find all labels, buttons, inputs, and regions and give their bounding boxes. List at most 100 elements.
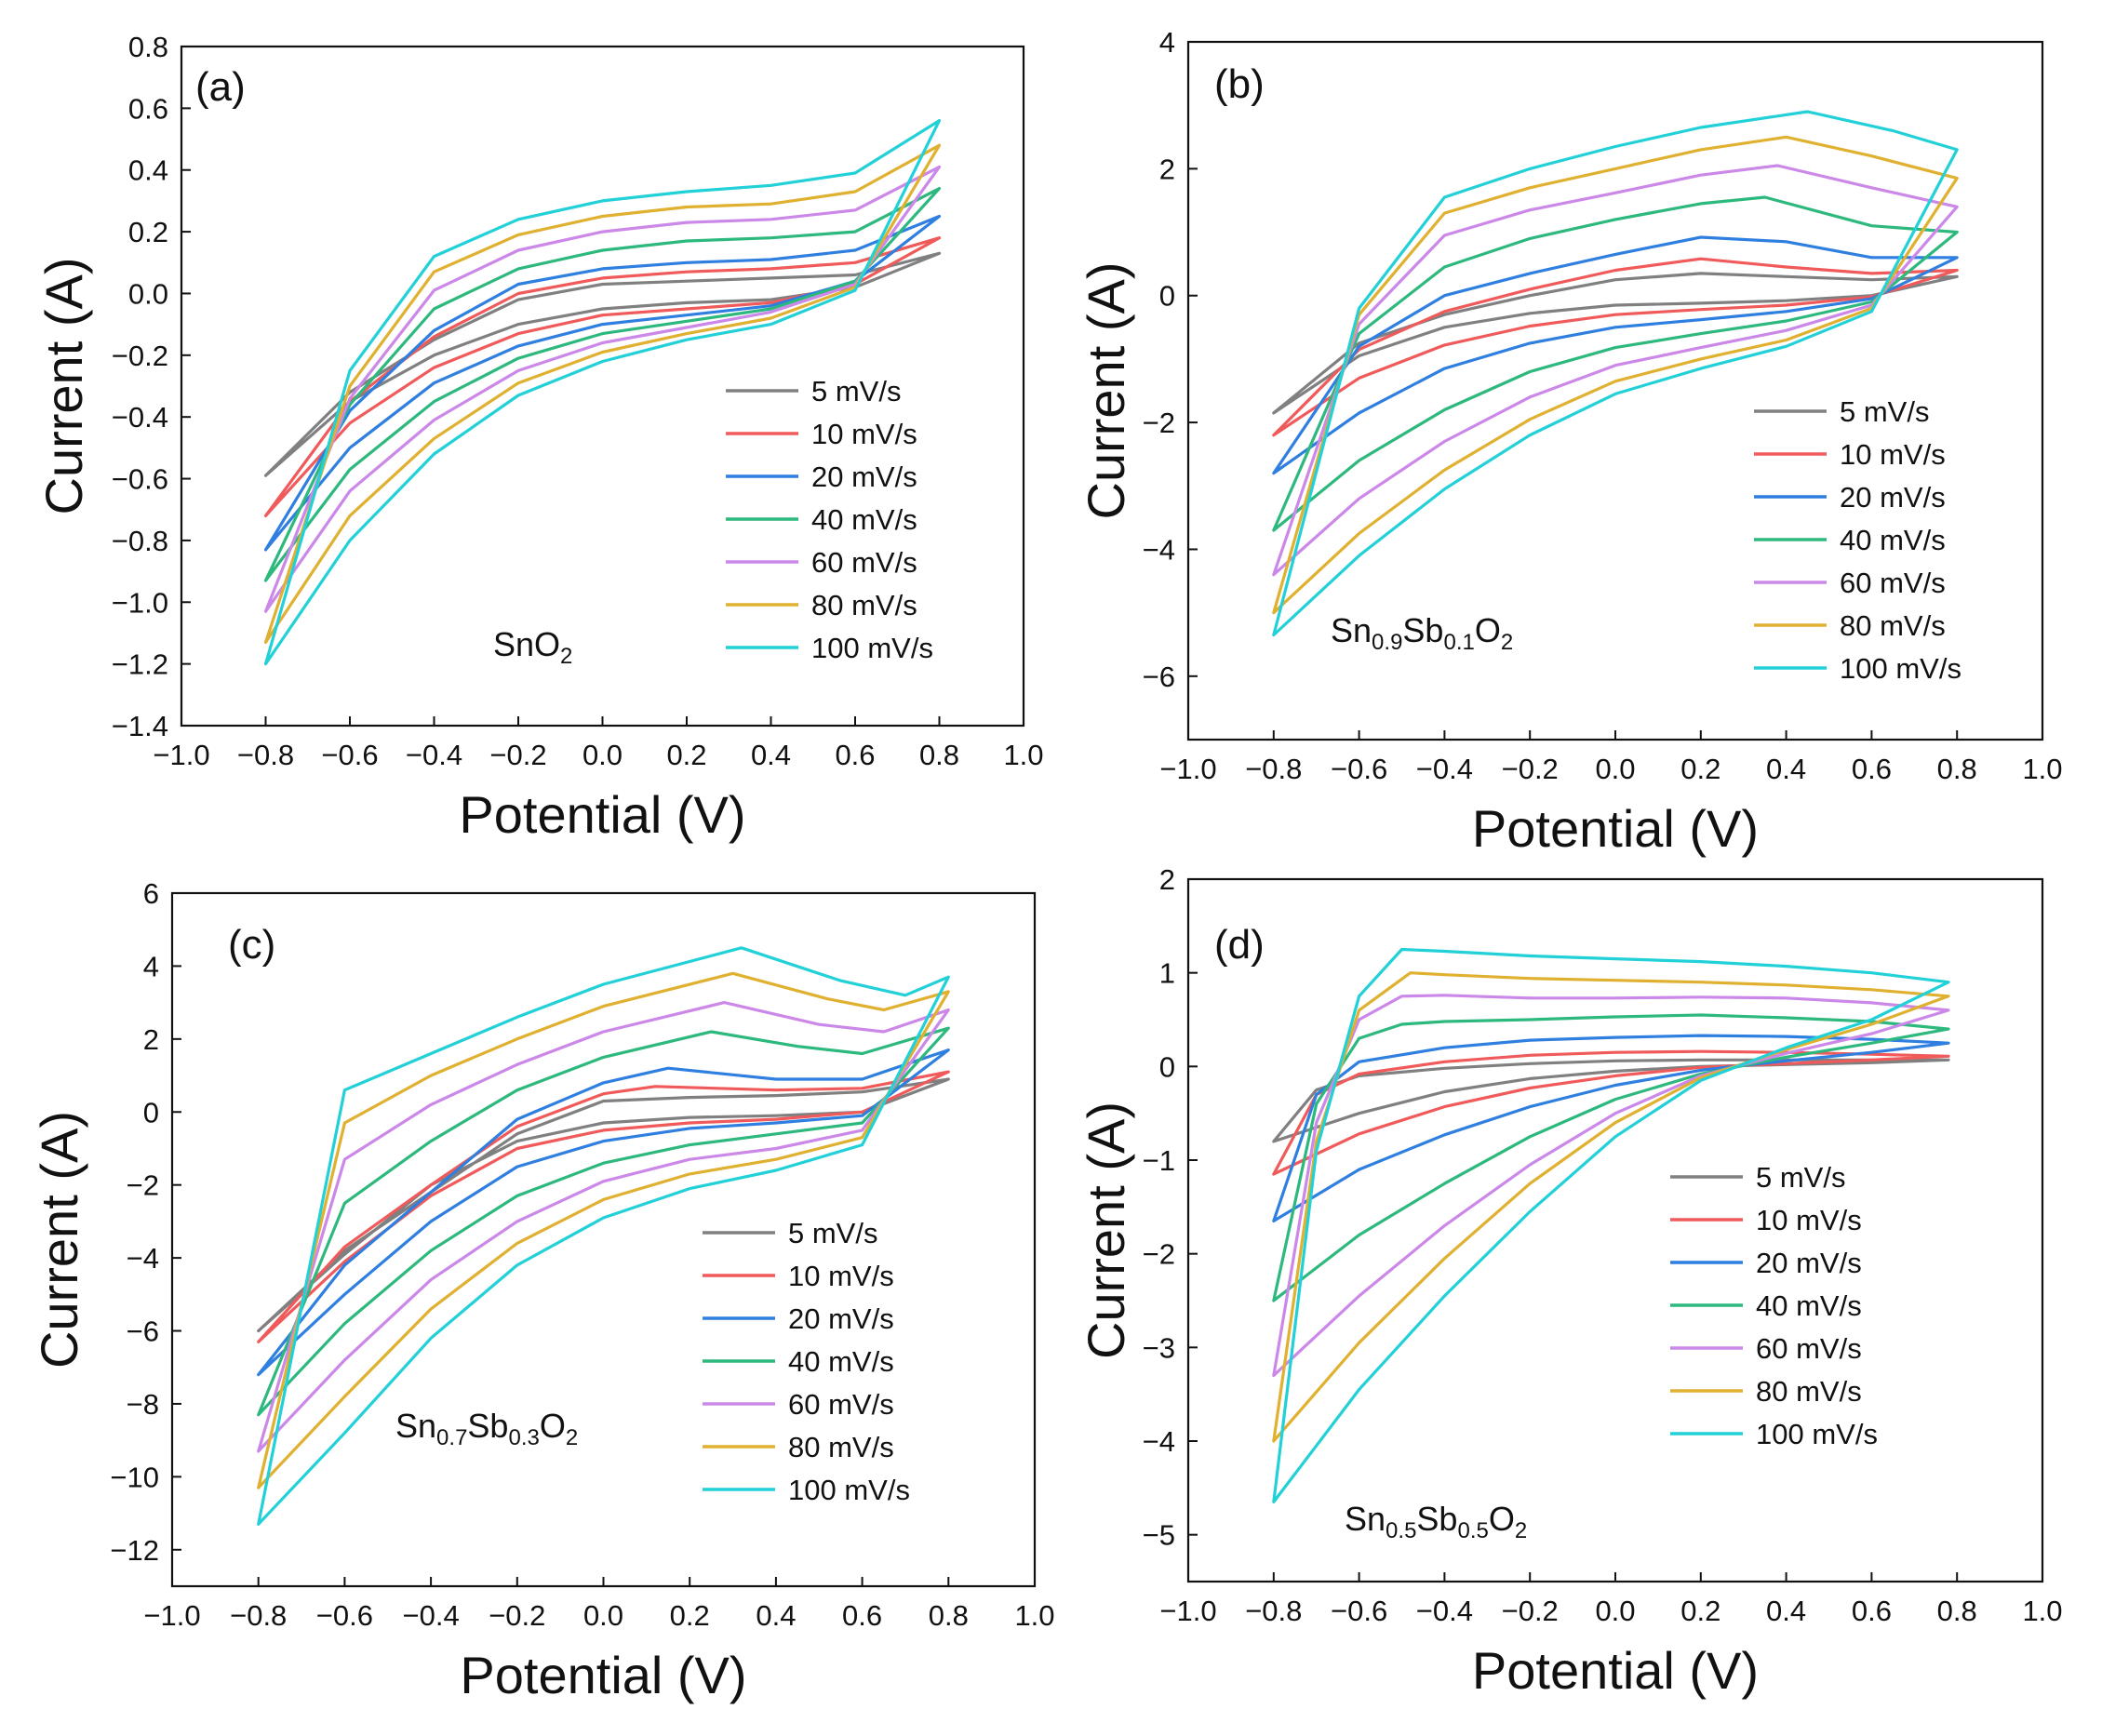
panel-label: (c) (228, 922, 275, 968)
legend-entry: 40 mV/s (1840, 524, 1946, 556)
cv-curve-80-mv-s (263, 143, 942, 644)
cv-curve-10-mv-s (263, 236, 942, 517)
cv-curve-5-mv-s (257, 1077, 950, 1333)
cv-curve-60-mv-s (263, 165, 942, 613)
y-tick-label: 0 (1159, 280, 1175, 313)
x-tick-label: 0.4 (751, 739, 791, 771)
cv-curve-60-mv-s (1272, 994, 1950, 1378)
y-tick-label: 0.4 (128, 154, 168, 187)
cv-curve-20-mv-s (257, 1048, 950, 1377)
x-tick-label: 0.8 (1937, 1595, 1977, 1627)
x-tick-label: 0.6 (1852, 1595, 1892, 1627)
legend-entry: 40 mV/s (1756, 1289, 1862, 1322)
x-tick-label: −0.2 (489, 1599, 545, 1632)
legend-entry: 80 mV/s (1756, 1375, 1862, 1408)
legend-entry: 100 mV/s (811, 632, 933, 664)
cv-curve-5-mv-s (1272, 1058, 1950, 1143)
x-tick-label: −0.4 (1416, 753, 1473, 785)
cv-curve-40-mv-s (257, 1026, 950, 1417)
cv-curve-40-mv-s (263, 187, 942, 582)
x-tick-label: −0.6 (1331, 753, 1387, 785)
cv-curve-60-mv-s (257, 1001, 950, 1453)
x-tick-label: −0.6 (321, 739, 378, 771)
y-tick-label: −1 (1143, 1144, 1175, 1177)
x-tick-label: −0.4 (1416, 1595, 1473, 1627)
cv-curve-10-mv-s (1272, 257, 1959, 437)
x-tick-label: 0.4 (1766, 753, 1806, 785)
x-tick-label: 0.6 (835, 739, 875, 771)
x-tick-label: 0.8 (929, 1599, 969, 1632)
y-tick-label: −0.2 (112, 340, 168, 372)
cv-curve-60-mv-s (1272, 164, 1959, 577)
y-tick-label: 0.2 (128, 216, 168, 248)
legend-entry: 20 mV/s (811, 461, 917, 493)
y-tick-label: −3 (1143, 1331, 1175, 1364)
y-tick-label: 0 (1159, 1050, 1175, 1083)
compound-formula: Sn0.5Sb0.5O2 (1345, 1500, 1527, 1543)
x-tick-label: 0.6 (842, 1599, 882, 1632)
y-tick-label: −4 (1143, 533, 1175, 566)
x-tick-label: −0.6 (1331, 1595, 1387, 1627)
cv-curve-20-mv-s (263, 214, 942, 552)
legend: 5 mV/s 10 mV/s 20 mV/s 40 mV/s 60 mV/s 80 mV/… (1670, 1161, 1878, 1450)
cv-curve-100-mv-s (263, 119, 942, 666)
x-tick-label: −1.0 (1159, 753, 1216, 785)
x-axis-title: Potential (V) (459, 785, 745, 844)
y-tick-label: −2 (127, 1169, 159, 1202)
legend-entry: 10 mV/s (1756, 1204, 1862, 1236)
x-tick-label: 0.0 (583, 1599, 623, 1632)
cv-curve-5-mv-s (263, 251, 942, 477)
cv-curve-20-mv-s (1272, 1034, 1950, 1222)
cv-curve-100-mv-s (257, 946, 950, 1526)
legend-entry: 20 mV/s (1756, 1247, 1862, 1279)
x-tick-label: 0.4 (756, 1599, 796, 1632)
chart-panel-b: −1.0 −0.8 −0.6 −0.4 −0.2 0.0 0.2 0.4 0.6 0.8 1.0 −6… (1077, 26, 2063, 858)
y-tick-label: −0.4 (112, 401, 168, 434)
x-tick-label: 1.0 (2022, 753, 2062, 785)
cv-curve-100-mv-s (1272, 947, 1950, 1503)
compound-formula: SnO2 (493, 625, 572, 669)
y-tick-label: −1.2 (112, 648, 168, 681)
y-tick-label: 0 (143, 1096, 159, 1128)
legend-entry: 5 mV/s (788, 1217, 877, 1249)
x-axis-title: Potential (V) (1472, 799, 1759, 858)
legend-entry: 10 mV/s (788, 1260, 894, 1292)
y-tick-label: 0.0 (128, 277, 168, 310)
cv-curve-40-mv-s (1272, 195, 1959, 532)
legend-entry: 80 mV/s (1840, 609, 1946, 642)
x-tick-label: 0.2 (666, 739, 706, 771)
x-tick-label: 0.2 (1680, 1595, 1720, 1627)
x-tick-label: 0.0 (582, 739, 623, 771)
y-tick-label: −6 (1143, 661, 1175, 693)
legend: 5 mV/s 10 mV/s 20 mV/s 40 mV/s 60 mV/s 80 mV/… (1754, 395, 1961, 685)
x-axis-title: Potential (V) (460, 1646, 746, 1704)
y-tick-label: 4 (1159, 26, 1175, 59)
x-tick-label: −0.4 (402, 1599, 459, 1632)
x-tick-label: −0.8 (230, 1599, 287, 1632)
cv-curves (1272, 947, 1950, 1503)
y-tick-label: −12 (110, 1534, 159, 1567)
y-tick-label: 4 (143, 950, 159, 982)
x-tick-label: 0.6 (1852, 753, 1892, 785)
x-tick-label: −0.8 (237, 739, 294, 771)
legend-entry: 60 mV/s (1840, 567, 1946, 599)
legend-entry: 40 mV/s (788, 1345, 894, 1378)
y-tick-label: 2 (143, 1023, 159, 1056)
legend-entry: 100 mV/s (788, 1474, 910, 1506)
x-tick-label: −0.8 (1245, 753, 1302, 785)
x-tick-label: −0.2 (1502, 753, 1559, 785)
y-tick-label: −6 (127, 1315, 159, 1348)
x-tick-label: 0.8 (1937, 753, 1977, 785)
y-tick-label: −2 (1143, 407, 1175, 439)
legend: 5 mV/s 10 mV/s 20 mV/s 40 mV/s 60 mV/s 80 mV/… (726, 375, 933, 664)
cv-curve-10-mv-s (257, 1070, 950, 1343)
x-tick-label: −0.2 (489, 739, 546, 771)
legend-entry: 5 mV/s (1840, 395, 1929, 428)
y-tick-label: −0.8 (112, 525, 168, 557)
panel-label: (d) (1214, 922, 1265, 968)
legend: 5 mV/s 10 mV/s 20 mV/s 40 mV/s 60 mV/s 80 mV/… (703, 1217, 910, 1506)
x-tick-label: −1.0 (143, 1599, 200, 1632)
x-tick-label: 0.8 (919, 739, 959, 771)
x-tick-label: 1.0 (2022, 1595, 2062, 1627)
x-axis-title: Potential (V) (1472, 1641, 1759, 1700)
